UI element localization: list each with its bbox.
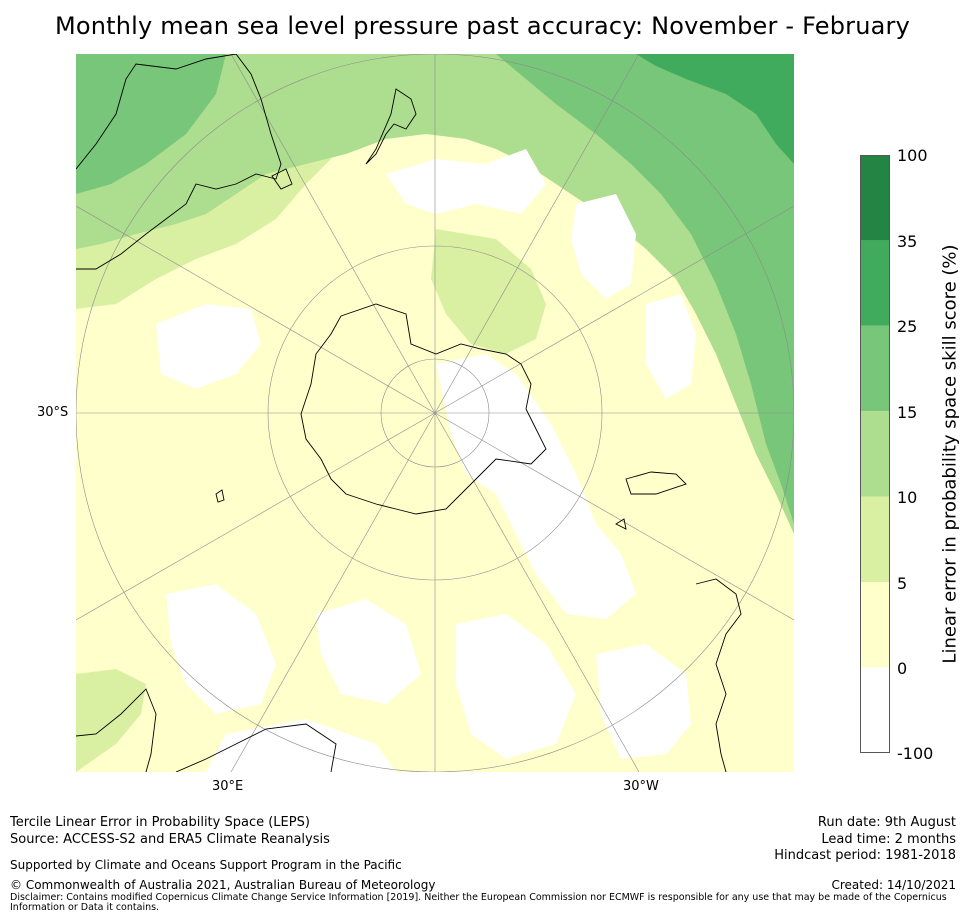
africa-coastline (76, 688, 157, 772)
south-america-coastline (615, 471, 742, 772)
skill-zone-negative (316, 599, 421, 704)
colorbar (860, 155, 890, 753)
footer-run-date: Run date: 9th August (817, 815, 956, 830)
skill-score-map (76, 54, 794, 772)
colorbar-tick-100: 100 (897, 146, 928, 165)
colorbar-title: Linear error in probability space skill … (939, 244, 961, 664)
colorbar-class-5-10 (860, 496, 890, 582)
new-zealand-coastline (365, 88, 417, 165)
footer-method: Tercile Linear Error in Probability Spac… (10, 815, 310, 830)
colorbar-class-25-35 (860, 240, 890, 326)
skill-zone-5-10-pole (431, 229, 546, 354)
skill-zone-negative (646, 294, 696, 399)
madagascar-coastline (215, 489, 225, 503)
footer-disclaimer: Disclaimer: Contains modified Copernicus… (10, 892, 947, 913)
skill-zone-negative (166, 584, 276, 714)
footer-support: Supported by Climate and Oceans Support … (10, 858, 402, 872)
colorbar-class-10-15 (860, 411, 890, 497)
skill-zone-negative (456, 614, 576, 759)
lon-label-30e: 30°E (212, 779, 244, 794)
skill-zone-negative (156, 304, 261, 389)
colorbar-class-15-25 (860, 325, 890, 412)
skill-zone-negative (596, 644, 691, 759)
colorbar-class-neg100-0 (860, 667, 890, 753)
colorbar-tick-0: 0 (897, 659, 908, 678)
skill-zone-negative (386, 149, 546, 214)
skill-zone-5-10-bl (76, 669, 146, 772)
lon-label-30w: 30°W (623, 779, 659, 794)
colorbar-tick-35: 35 (897, 232, 918, 251)
skill-zone-25-35 (636, 54, 794, 164)
footer-lead-time: Lead time: 2 months (821, 832, 956, 847)
footer-hindcast: Hindcast period: 1981-2018 (774, 848, 956, 863)
colorbar-tick-neg100: -100 (897, 744, 934, 763)
coastlines (76, 54, 742, 772)
colorbar-class-0-5 (860, 582, 890, 668)
footer-created: Created: 14/10/2021 (831, 878, 956, 892)
africa-south-coastline (175, 723, 337, 772)
colorbar-tick-15: 15 (897, 403, 918, 422)
colorbar-tick-5: 5 (897, 574, 908, 593)
chart-title: Monthly mean sea level pressure past acc… (54, 12, 911, 40)
tasmania-coastline (271, 168, 293, 190)
skill-zone-15-25-right (496, 54, 794, 524)
colorbar-tick-10: 10 (897, 488, 918, 507)
footer-copyright: © Commonwealth of Australia 2021, Austra… (10, 878, 436, 892)
lat-label-30s: 30°S (37, 405, 69, 420)
skill-zone-negative (436, 354, 636, 619)
colorbar-class-35-100 (860, 155, 890, 241)
footer-source: Source: ACCESS-S2 and ERA5 Climate Reana… (10, 832, 330, 847)
skill-zone-15-25 (76, 54, 226, 194)
australia-coastline (76, 54, 282, 270)
colorbar-tick-25: 25 (897, 317, 918, 336)
skill-zone-negative (571, 194, 636, 299)
antarctica-coastline (300, 303, 547, 515)
